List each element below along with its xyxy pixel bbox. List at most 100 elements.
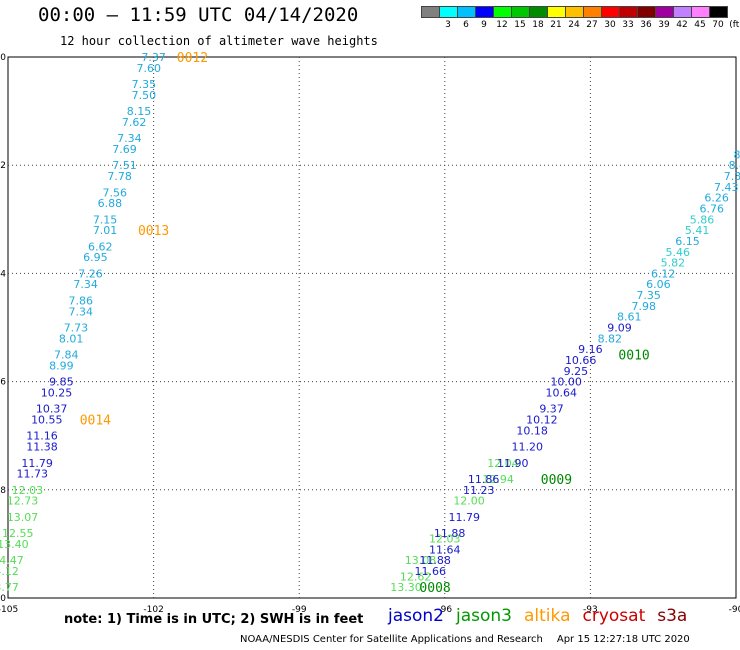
swh-value-label: 7.51 [112,159,137,172]
swh-value-label: 11.90 [497,457,529,470]
swh-value-label: 11.88 [434,527,466,540]
x-tick-label: -96 [437,605,452,615]
swh-value-label: 10.37 [36,403,68,416]
colorbar-label: 15 [514,20,526,30]
colorbar-label: 39 [658,20,670,30]
swh-value-label: 7.35 [132,78,157,91]
swh-value-label: 8.82 [598,332,623,345]
swh-value-label: 9.85 [49,376,74,389]
swh-value-label: 11.79 [448,511,480,524]
satellite-legend: jason2 jason3 altika cryosat s3a [388,606,699,626]
swh-value-label: 13.08 [405,554,437,567]
page-title: 00:00 — 11:59 UTC 04/14/2020 [38,4,359,26]
footer-timestamp: Apr 15 12:27:18 UTC 2020 [556,634,690,645]
swh-value-label: 7.84 [54,349,79,362]
legend-cryosat: cryosat [582,606,646,626]
y-tick-label: -44 [0,269,6,279]
footer-credit: NOAA/NESDIS Center for Satellite Applica… [240,634,543,645]
swh-value-label: 6.62 [88,240,113,253]
swh-value-label: 7.69 [112,143,137,156]
footer: NOAA/NESDIS Center for Satellite Applica… [240,634,690,645]
swh-value-label: 10.66 [565,354,597,367]
swh-value-label: 5.41 [685,224,710,237]
swh-value-label: 10.00 [550,376,582,389]
swh-value-label: 8.01 [59,332,84,345]
x-tick-label: -105 [0,605,18,615]
swh-value-label: 7.26 [78,267,103,280]
swh-value-label: 13.77 [0,581,19,594]
swh-value-label: 12.62 [400,570,432,583]
swh-value-label: 11.23 [463,484,495,497]
swh-value-label: 7.34 [73,278,98,291]
colorbar-label: 36 [640,20,652,30]
swh-value-label: 13.40 [0,538,29,551]
swh-value-label: 5.86 [690,213,715,226]
swh-value-label: 7.56 [103,186,128,199]
y-tick-label: -40 [0,53,6,63]
x-tick-label: -102 [143,605,163,615]
pass-time-label: 0008 [419,581,450,596]
swh-value-label: 8.61 [617,311,642,324]
legend-altika: altika [524,606,571,626]
swh-colorbar [421,6,728,18]
legend-jason3: jason3 [456,606,512,626]
swh-value-label: 11.38 [26,441,58,454]
swh-value-label: 6.06 [646,278,671,291]
swh-value-label: 7.62 [122,116,147,129]
colorbar-label: 24 [568,20,580,30]
swh-value-label: 6.88 [98,197,123,210]
swh-value-label: 12.73 [7,495,39,508]
y-tick-label: -46 [0,378,6,388]
swh-value-label: 12.03 [12,484,44,497]
colorbar-label: 21 [550,20,562,30]
swh-value-label: 11.16 [26,430,58,443]
swh-value-label: 6.76 [699,202,724,215]
pass-time-label: 0010 [618,349,649,364]
colorbar-label: 42 [676,20,688,30]
legend-s3a: s3a [657,606,688,626]
swh-value-label: 13.30 [390,581,422,594]
swh-value-label: 8.15 [127,105,152,118]
y-tick-label: -42 [0,161,6,171]
swh-value-label: 10.18 [516,424,548,437]
colorbar-label: 6 [463,20,469,30]
swh-value-label: 7.34 [69,305,94,318]
swh-value-label: 11.64 [429,543,461,556]
swh-value-label: 7.78 [107,170,132,183]
page-subtitle: 12 hour collection of altimeter wave hei… [60,34,378,48]
swh-value-label: 7.50 [132,89,157,102]
swh-value-label: 11.88 [419,554,451,567]
colorbar-label: 30 [604,20,616,30]
pass-time-label: 0014 [80,413,111,428]
swh-value-label: 12.94 [482,473,514,486]
swh-value-label: 6.95 [83,251,108,264]
swh-value-label: 12.04 [487,457,519,470]
swh-value-label: 6.15 [675,235,700,248]
swh-value-label: 14.47 [0,554,24,567]
swh-value-label: 6.26 [704,192,729,205]
swh-value-label: 7.34 [117,132,142,145]
swh-value-label: 9.37 [539,403,564,416]
swh-value-label: 12.03 [429,532,461,545]
pass-time-label: 0012 [177,51,208,66]
swh-value-label: 12.55 [2,527,34,540]
colorbar-label: (ft) [729,20,740,30]
x-tick-label: -90 [729,605,740,615]
pass-time-label: 0013 [138,224,169,239]
legend-jason2: jason2 [388,606,444,626]
colorbar-label: 33 [622,20,634,30]
swh-value-label: 11.86 [468,473,500,486]
swh-value-label: 7.35 [636,289,661,302]
swh-value-label: 8.45 [729,159,740,172]
y-tick-label: -48 [0,486,6,496]
x-tick-label: -99 [292,605,307,615]
swh-value-label: 11.20 [512,441,544,454]
swh-value-label: 9.16 [578,343,603,356]
swh-value-label: 6.12 [651,267,676,280]
swh-value-label: 8.99 [49,359,74,372]
x-tick-label: -93 [583,605,598,615]
swh-value-label: 7.39 [724,170,740,183]
colorbar-label: 9 [481,20,487,30]
swh-value-label: 9.25 [564,365,589,378]
